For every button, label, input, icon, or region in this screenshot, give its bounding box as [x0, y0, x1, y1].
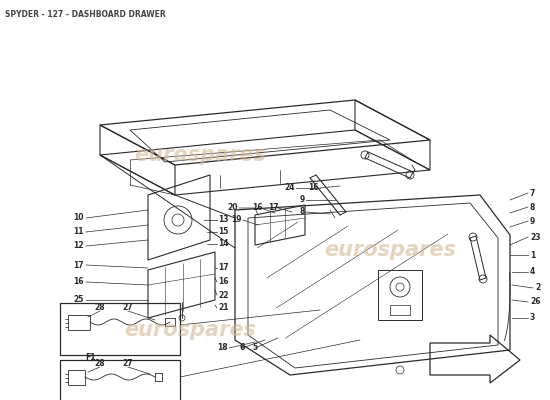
Text: SPYDER - 127 - DASHBOARD DRAWER: SPYDER - 127 - DASHBOARD DRAWER [5, 10, 166, 19]
Text: eurospares: eurospares [324, 240, 456, 260]
Text: 17: 17 [268, 204, 279, 212]
Text: 27: 27 [123, 360, 133, 368]
Text: 8: 8 [530, 202, 535, 212]
Text: eurospares: eurospares [124, 320, 256, 340]
Text: 6: 6 [240, 344, 245, 352]
Text: 16: 16 [74, 278, 84, 286]
Text: 13: 13 [218, 216, 228, 224]
Text: 5: 5 [252, 344, 257, 352]
Text: 28: 28 [95, 304, 105, 312]
Text: 17: 17 [218, 264, 229, 272]
Text: 16: 16 [252, 204, 262, 212]
Text: 21: 21 [218, 304, 228, 312]
Text: 10: 10 [74, 214, 84, 222]
Text: F1: F1 [85, 354, 95, 362]
Text: 8: 8 [300, 208, 305, 216]
Text: 15: 15 [218, 228, 228, 236]
Text: 28: 28 [95, 360, 105, 368]
Text: 16: 16 [218, 278, 228, 286]
Text: 18: 18 [217, 344, 228, 352]
Text: 19: 19 [232, 216, 242, 224]
Text: 14: 14 [218, 240, 228, 248]
Text: 25: 25 [74, 296, 84, 304]
Text: 23: 23 [530, 232, 541, 242]
Text: 3: 3 [530, 314, 535, 322]
Text: 24: 24 [284, 184, 295, 192]
Text: 11: 11 [74, 228, 84, 236]
Text: eurospares: eurospares [134, 145, 266, 165]
Text: 12: 12 [74, 242, 84, 250]
Text: 27: 27 [123, 304, 133, 312]
Text: 2: 2 [535, 284, 540, 292]
Text: 7: 7 [530, 188, 535, 198]
Text: 22: 22 [218, 290, 228, 300]
Text: 26: 26 [530, 298, 541, 306]
Text: 9: 9 [530, 216, 535, 226]
Text: 20: 20 [228, 204, 238, 212]
Text: 9: 9 [300, 196, 305, 204]
Text: 16: 16 [308, 184, 318, 192]
Text: 1: 1 [530, 250, 535, 260]
Text: 4: 4 [530, 268, 535, 276]
Text: 17: 17 [73, 260, 84, 270]
